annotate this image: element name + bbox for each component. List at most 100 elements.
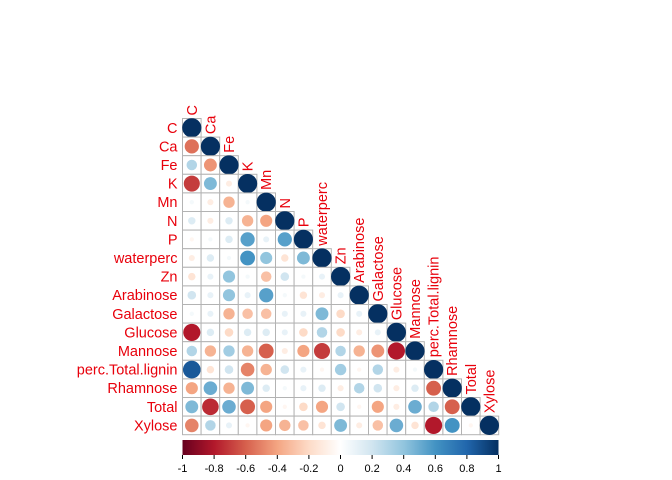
row-label-Glucose: Glucose — [124, 325, 177, 341]
corr-circle-Zn-N — [280, 272, 290, 281]
corr-circle-Galactose-waterperc — [315, 307, 329, 321]
col-label-Glucose: Glucose — [389, 267, 405, 320]
corr-circle-perc.Total.lignin-Ca — [206, 365, 215, 374]
corr-circle-Total-Arabinose — [357, 404, 362, 409]
corr-circle-waterperc-Fe — [226, 255, 232, 261]
corr-circle-Total-perc.Total.lignin — [428, 401, 439, 413]
col-label-Ca: Ca — [203, 115, 219, 134]
corr-circle-waterperc-Ca — [206, 254, 215, 262]
row-label-Galactose: Galactose — [112, 307, 177, 323]
corr-circle-Mannose-Galactose — [371, 344, 385, 358]
corr-circle-Mannose-Ca — [204, 345, 217, 357]
corr-circle-waterperc-K — [240, 250, 256, 266]
corr-circle-Glucose-N — [281, 329, 288, 336]
row-label-Mn: Mn — [157, 195, 177, 211]
corr-circle-Total-waterperc — [315, 400, 329, 413]
corr-circle-Zn-Fe — [222, 270, 236, 283]
row-label-Rhamnose: Rhamnose — [107, 381, 177, 397]
corr-circle-Xylose-Rhamnose — [444, 417, 460, 433]
corr-circle-waterperc-waterperc — [312, 248, 332, 268]
corr-circle-perc.Total.lignin-N — [280, 365, 290, 374]
corr-circle-Mn-Ca — [207, 199, 214, 206]
corr-circle-Rhamnose-waterperc — [318, 384, 326, 392]
corr-circle-Arabinose-K — [244, 292, 251, 299]
row-label-waterperc: waterperc — [113, 251, 178, 267]
corr-circle-Zn-C — [188, 272, 196, 281]
corr-circle-Xylose-N — [279, 419, 291, 432]
corr-circle-Arabinose-C — [187, 290, 197, 300]
corr-circle-Xylose-Total — [468, 423, 473, 428]
row-label-Fe: Fe — [161, 158, 178, 174]
col-label-Total: Total — [464, 364, 480, 395]
colorbar-tick-label: -0.6 — [236, 463, 255, 475]
corr-circle-N-N — [275, 211, 295, 231]
corr-circle-perc.Total.lignin-Arabinose — [357, 367, 362, 372]
corr-circle-waterperc-N — [281, 254, 289, 262]
corr-circle-perc.Total.lignin-Mannose — [412, 367, 418, 372]
corr-circle-Glucose-C — [183, 323, 201, 341]
corr-circle-Xylose-Mn — [260, 419, 273, 432]
row-label-Zn: Zn — [161, 270, 178, 286]
corr-circle-Xylose-Mannose — [411, 421, 419, 430]
row-label-Ca: Ca — [159, 139, 178, 155]
corr-circle-Rhamnose-Galactose — [373, 383, 383, 393]
corr-circle-Zn-K — [245, 274, 250, 279]
row-label-N: N — [167, 214, 177, 230]
corr-circle-N-K — [241, 215, 254, 227]
corr-circle-Ca-C — [184, 139, 199, 154]
corr-circle-Mn-Mn — [256, 192, 276, 212]
col-label-Zn: Zn — [334, 247, 350, 264]
corr-circle-Glucose-Fe — [224, 328, 234, 337]
corr-circle-Xylose-P — [298, 420, 309, 431]
corr-circle-perc.Total.lignin-Galactose — [372, 364, 384, 375]
colorbar-tick-label: 0.4 — [396, 463, 411, 475]
corr-circle-perc.Total.lignin-Zn — [334, 363, 347, 376]
corr-circle-Rhamnose-Rhamnose — [442, 378, 462, 398]
corr-circle-Arabinose-waterperc — [318, 292, 326, 299]
corr-circle-Glucose-K — [243, 328, 252, 337]
corr-circle-Zn-Ca — [207, 273, 214, 280]
corr-circle-Galactose-N — [281, 310, 288, 317]
col-label-waterperc: waterperc — [315, 182, 331, 247]
corr-circle-Xylose-Zn — [334, 418, 348, 432]
corr-circle-Total-Galactose — [371, 400, 384, 413]
corr-circle-Mannose-waterperc — [313, 342, 331, 360]
corr-circle-Total-Total — [461, 397, 481, 417]
corr-circle-Xylose-Fe — [225, 422, 233, 429]
corr-circle-Zn-Mn — [260, 271, 272, 282]
corr-circle-N-C — [188, 217, 196, 225]
corr-circle-Xylose-Xylose — [479, 415, 499, 435]
corr-circle-K-C — [183, 175, 200, 192]
col-label-Galactose: Galactose — [371, 236, 387, 301]
corr-circle-Zn-P — [301, 274, 306, 279]
corr-circle-Mn-K — [245, 200, 250, 205]
corr-circle-perc.Total.lignin-Mn — [260, 363, 272, 376]
corr-circle-Galactose-K — [242, 308, 253, 320]
colorbar-gradient — [182, 440, 499, 455]
corr-circle-Total-C — [185, 400, 199, 414]
corr-circle-Xylose-waterperc — [318, 421, 326, 430]
corr-circle-Xylose-Arabinose — [356, 422, 363, 429]
corr-circle-Glucose-Galactose — [374, 329, 381, 336]
corr-circle-N-Fe — [225, 217, 233, 225]
corr-circle-Mannose-Mn — [258, 343, 274, 359]
corr-circle-Total-N — [282, 404, 287, 409]
corr-circle-K-Ca — [203, 177, 217, 191]
row-label-Xylose: Xylose — [134, 418, 178, 434]
corr-circle-P-Fe — [225, 235, 233, 244]
corr-circle-perc.Total.lignin-perc.Total.lignin — [424, 360, 444, 380]
corr-circle-Rhamnose-Fe — [223, 382, 235, 394]
col-label-perc.Total.lignin: perc.Total.lignin — [427, 257, 443, 358]
corr-circle-Total-Ca — [202, 398, 219, 416]
corr-circle-Total-Mn — [260, 400, 273, 413]
corr-circle-Rhamnose-C — [185, 382, 198, 395]
colorbar-tick-label: 0.6 — [428, 463, 443, 475]
colorbar: -1 -0.8 -0.6 -0.4 -0.2 0 0.2 0.4 0.6 0.8 1 — [178, 440, 502, 475]
corr-circle-Mannose-Mannose — [405, 341, 425, 361]
corr-circle-Galactose-Ca — [207, 310, 214, 317]
corr-circle-P-K — [240, 232, 255, 247]
corr-circle-Zn-Zn — [331, 267, 351, 287]
corr-circle-Mn-C — [189, 200, 194, 205]
corr-circle-Arabinose-Zn — [337, 292, 344, 299]
